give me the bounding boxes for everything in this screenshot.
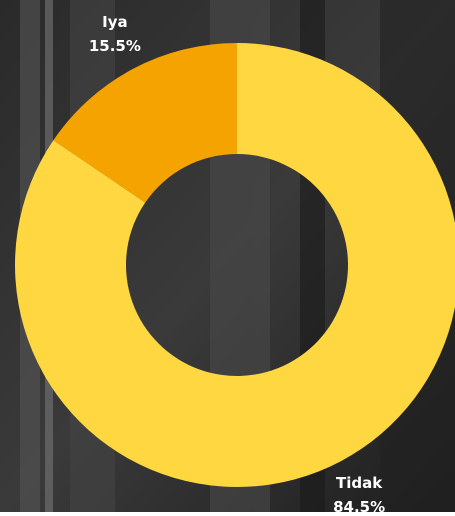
donut-slice	[53, 43, 238, 203]
slice-value-label: 15.5%	[89, 37, 141, 55]
slice-label: Iya	[102, 13, 127, 31]
donut-slice	[15, 43, 455, 487]
slice-label: Tidak	[336, 474, 383, 492]
slice-value-label: 84.5%	[333, 498, 385, 512]
